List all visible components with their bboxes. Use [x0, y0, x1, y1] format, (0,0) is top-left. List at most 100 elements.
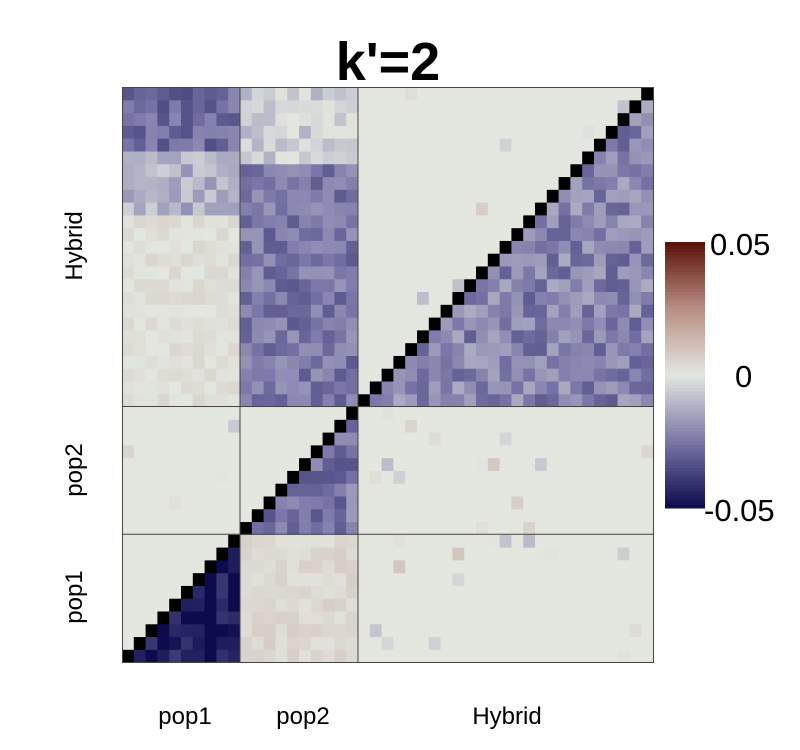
heatmap-cell	[358, 138, 371, 152]
heatmap-cell	[263, 432, 276, 446]
heatmap-cell	[169, 329, 182, 344]
colorbar-segment	[665, 381, 705, 386]
heatmap-cell	[558, 598, 571, 612]
heatmap-cell	[535, 189, 548, 203]
x-tick-label-hybrid: Hybrid	[472, 703, 541, 730]
heatmap-cell	[122, 253, 135, 267]
colorbar-segment	[665, 448, 705, 452]
heatmap-cell	[192, 559, 206, 574]
heatmap-cell	[594, 649, 607, 663]
heatmap-cell	[570, 304, 583, 318]
heatmap-cell	[393, 99, 406, 114]
heatmap-cell	[405, 610, 418, 625]
heatmap-cell	[393, 406, 406, 420]
heatmap-cell	[181, 214, 194, 229]
heatmap-cell	[192, 253, 206, 267]
colorbar-segment	[665, 341, 705, 346]
heatmap-cell	[452, 547, 465, 561]
heatmap-cell	[299, 623, 312, 638]
heatmap-cell	[617, 189, 630, 203]
heatmap-cell	[251, 125, 265, 139]
heatmap-cell	[452, 163, 465, 178]
heatmap-cell	[476, 610, 489, 625]
heatmap-cell	[511, 329, 524, 344]
heatmap-cell	[287, 112, 300, 126]
heatmap-cell	[358, 163, 371, 178]
heatmap-cell	[452, 559, 465, 574]
heatmap-cell	[157, 547, 170, 561]
heatmap-cell	[275, 202, 288, 216]
heatmap-cell	[228, 419, 241, 433]
heatmap-cell	[358, 240, 371, 254]
heatmap-cell	[570, 521, 583, 535]
heatmap-cell	[181, 317, 194, 331]
heatmap-cell	[228, 495, 241, 510]
heatmap-cell	[157, 380, 170, 395]
heatmap-cell	[523, 265, 536, 280]
heatmap-cell	[263, 610, 276, 625]
heatmap-cell	[275, 278, 288, 293]
heatmap-cell	[594, 329, 607, 344]
heatmap-cell	[417, 99, 430, 114]
heatmap-cell	[192, 585, 206, 599]
heatmap-cell	[617, 342, 630, 356]
heatmap-cell	[629, 432, 642, 446]
heatmap-cell	[464, 585, 477, 599]
heatmap-cell	[145, 457, 158, 471]
heatmap-cell	[428, 534, 442, 548]
heatmap-cell	[122, 87, 135, 101]
heatmap-cell	[228, 483, 241, 497]
heatmap-cell	[535, 521, 548, 535]
heatmap-cell	[417, 189, 430, 203]
heatmap-cell	[605, 368, 619, 382]
heatmap-cell	[204, 585, 217, 599]
heatmap-cell	[145, 534, 158, 548]
heatmap-cell	[310, 534, 324, 548]
heatmap-cell	[346, 457, 359, 471]
heatmap-cell	[558, 125, 571, 139]
heatmap-cell	[629, 304, 642, 318]
heatmap-cell	[487, 457, 501, 471]
heatmap-cell	[381, 585, 394, 599]
heatmap-cell	[546, 636, 560, 650]
heatmap-cell	[358, 457, 371, 471]
heatmap-cell	[287, 495, 300, 510]
heatmap-cell	[452, 278, 465, 293]
heatmap-cell	[251, 572, 265, 586]
heatmap-cell	[641, 240, 654, 254]
heatmap-cell	[299, 176, 312, 190]
heatmap-cell	[240, 240, 253, 254]
heatmap-cell	[452, 317, 465, 331]
heatmap-cell	[405, 317, 418, 331]
heatmap-cell	[464, 508, 477, 523]
heatmap-cell	[511, 534, 524, 548]
heatmap-cell	[381, 87, 394, 101]
heatmap-cell	[299, 240, 312, 254]
heatmap-cell	[405, 623, 418, 638]
heatmap-cell	[251, 163, 265, 178]
heatmap-cell	[594, 99, 607, 114]
heatmap-cell	[240, 623, 253, 638]
heatmap-cell	[358, 636, 371, 650]
heatmap-cell	[417, 585, 430, 599]
heatmap-cell	[133, 227, 147, 241]
heatmap-cell	[181, 483, 194, 497]
heatmap-cell	[617, 150, 630, 165]
heatmap-cell	[287, 291, 300, 305]
heatmap-cell	[133, 470, 147, 484]
heatmap-cell	[594, 547, 607, 561]
heatmap-cell	[334, 393, 347, 408]
heatmap-cell	[358, 649, 371, 663]
heatmap-cell	[369, 329, 383, 344]
heatmap-cell	[133, 329, 147, 344]
heatmap-cell	[582, 380, 595, 395]
heatmap-cell	[487, 112, 501, 126]
heatmap-cell	[346, 610, 359, 625]
heatmap-cell	[310, 508, 324, 523]
heatmap-cell	[358, 623, 371, 638]
heatmap-cell	[405, 495, 418, 510]
heatmap-cell	[145, 329, 158, 344]
heatmap-cell	[216, 649, 229, 663]
heatmap-cell	[204, 317, 217, 331]
heatmap-cell	[511, 150, 524, 165]
